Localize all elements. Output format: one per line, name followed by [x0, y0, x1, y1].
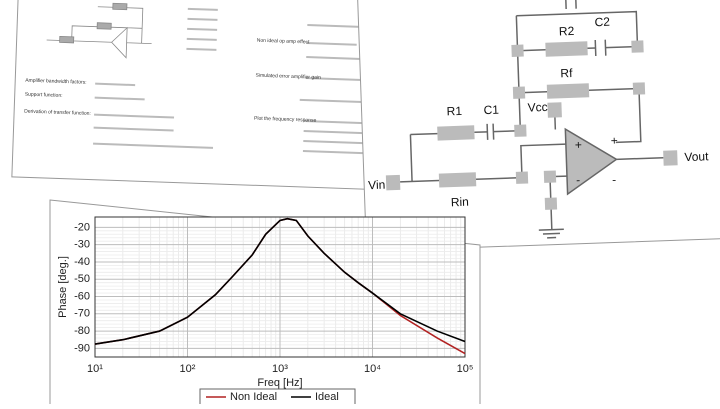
y-tick-label: -30: [74, 239, 90, 251]
page: [356, 0, 720, 252]
x-tick-label: 10³: [272, 363, 288, 375]
label: Rin: [451, 195, 469, 210]
note: Derivation of transfer function:: [24, 109, 91, 117]
plot-frame: [94, 216, 466, 358]
label: +: [611, 133, 618, 147]
equation-lines: [93, 7, 370, 155]
label: +: [575, 138, 582, 152]
thumbnail-circuit: [46, 2, 152, 59]
x-tick-label: 10⁴: [364, 363, 381, 375]
series-line: [94, 217, 466, 345]
x-tick-label: 10²: [180, 363, 196, 375]
note: Simulated error amplifier gain: [255, 73, 321, 81]
y-tick-label: -80: [74, 325, 90, 337]
x-tick-label: 10⁵: [457, 363, 474, 375]
label: Vcc: [527, 100, 547, 115]
label: Vout: [684, 149, 709, 164]
label: C2: [594, 15, 610, 30]
label: -: [576, 173, 580, 187]
y-tick-label: -70: [74, 308, 90, 320]
legend-label: Non Ideal: [230, 391, 277, 403]
document-page: Amplifier bandwidth factors: Support fun…: [11, 0, 374, 190]
label: Vin: [368, 178, 386, 193]
label: R2: [559, 24, 575, 39]
circuit-page: R2 C2 Rf R1 C1 Vcc Vin Rin Vout + - + -: [356, 0, 720, 252]
x-axis-label: Freq [Hz]: [257, 377, 302, 389]
note: Plot the frequency response: [254, 116, 317, 124]
label: C1: [483, 103, 499, 118]
legend-label: Ideal: [315, 391, 339, 403]
y-axis-label: Phase [deg.]: [57, 256, 69, 318]
components: [385, 40, 678, 210]
note: Amplifier bandwidth factors:: [25, 78, 87, 86]
y-tick-label: -60: [74, 290, 90, 302]
y-tick-label: -90: [74, 342, 90, 354]
y-tick-label: -20: [74, 221, 90, 233]
label: Rf: [560, 66, 573, 80]
chart-page: Freq [Hz] Phase [deg.] 10¹ 10² 10³ 10⁴ 10⁵ -9…: [49, 199, 481, 409]
label: -: [612, 173, 616, 187]
note: Support function:: [25, 92, 63, 99]
x-tick-label: 10¹: [87, 363, 103, 375]
y-tick-label: -40: [74, 256, 90, 268]
note: Non ideal op amp effect: [257, 38, 311, 46]
wires: [400, 0, 664, 239]
y-tick-label: -50: [74, 273, 90, 285]
label: R1: [446, 104, 462, 119]
